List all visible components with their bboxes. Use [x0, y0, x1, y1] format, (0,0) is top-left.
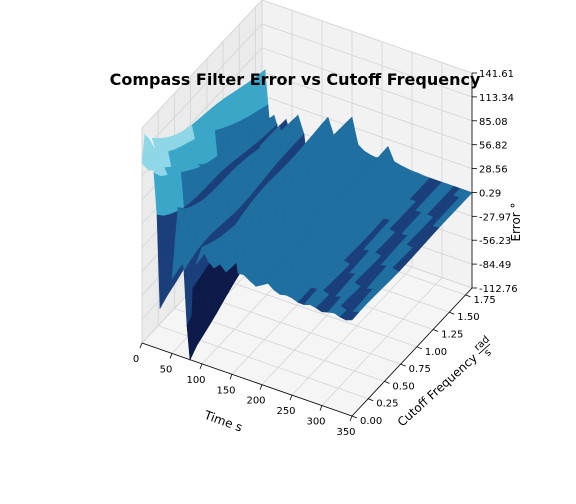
- x-tick-label: 150: [216, 385, 235, 396]
- x-tick-mark: [199, 363, 203, 370]
- grid-line-z: [141, 23, 473, 153]
- y-tick-label: 0.50: [392, 381, 414, 392]
- x-tick-label: 100: [186, 375, 205, 386]
- y-tick-mark: [449, 311, 455, 315]
- y-tick-label: 1.50: [457, 312, 479, 323]
- x-tick-label: 50: [160, 364, 173, 375]
- y-tick-label: 0.25: [376, 399, 398, 410]
- grid-line-z: [141, 0, 473, 129]
- x-tick-label: 250: [276, 406, 295, 417]
- y-tick-label: 0.00: [360, 416, 382, 427]
- z-tick-label: -27.97: [479, 212, 511, 223]
- y-tick-mark: [384, 381, 390, 384]
- y-tick-mark: [351, 415, 358, 419]
- y-tick-label: 1.75: [474, 295, 496, 306]
- y-tick-label: 0.75: [409, 364, 431, 375]
- surface-mesh: [141, 69, 473, 361]
- x-tick-mark: [229, 374, 233, 380]
- z-tick-label: 28.56: [479, 165, 508, 176]
- x-tick-mark: [349, 415, 353, 422]
- y-axis-unit-fraction-bar: [478, 343, 491, 355]
- x-tick-mark: [169, 353, 173, 359]
- z-tick-label: 0.29: [479, 188, 501, 199]
- z-tick-label: -56.23: [479, 236, 511, 247]
- x-tick-mark: [319, 405, 323, 411]
- axis-lines: [139, 72, 477, 422]
- x-tick-mark: [289, 394, 293, 401]
- y-tick-mark: [368, 398, 374, 402]
- y-tick-mark: [465, 294, 471, 298]
- surface-facet: [345, 311, 360, 321]
- z-tick-label: 141.61: [479, 69, 514, 80]
- z-tick-label: 56.82: [479, 141, 508, 152]
- z-tick-label: -84.49: [479, 260, 511, 271]
- z-tick-label: 113.34: [479, 93, 514, 104]
- x-tick-mark: [139, 342, 143, 349]
- x-tick-label: 200: [246, 396, 265, 407]
- x-tick-label: 350: [336, 427, 355, 438]
- z-tick-label: -112.76: [479, 284, 518, 295]
- x-tick-label: 0: [133, 354, 139, 365]
- y-axis-unit-denominator: s: [483, 347, 494, 359]
- x-tick-label: 300: [306, 417, 325, 428]
- x-tick-mark: [259, 384, 263, 390]
- chart-title: Compass Filter Error vs Cutoff Frequency: [110, 70, 481, 89]
- y-tick-mark: [432, 329, 439, 332]
- z-tick-label: 85.08: [479, 117, 508, 128]
- y-axis-line: [351, 287, 473, 417]
- y-tick-label: 1.00: [425, 347, 447, 358]
- y-tick-mark: [400, 363, 406, 367]
- z-axis-label: Error °: [509, 202, 523, 241]
- tick-labels: 0 50 100 150 200 250 300 350 0.00 0.25 0.50 0.75 1.0…: [133, 69, 518, 438]
- x-axis-line: [141, 342, 353, 417]
- y-tick-mark: [416, 346, 423, 350]
- y-tick-label: 1.25: [441, 330, 463, 341]
